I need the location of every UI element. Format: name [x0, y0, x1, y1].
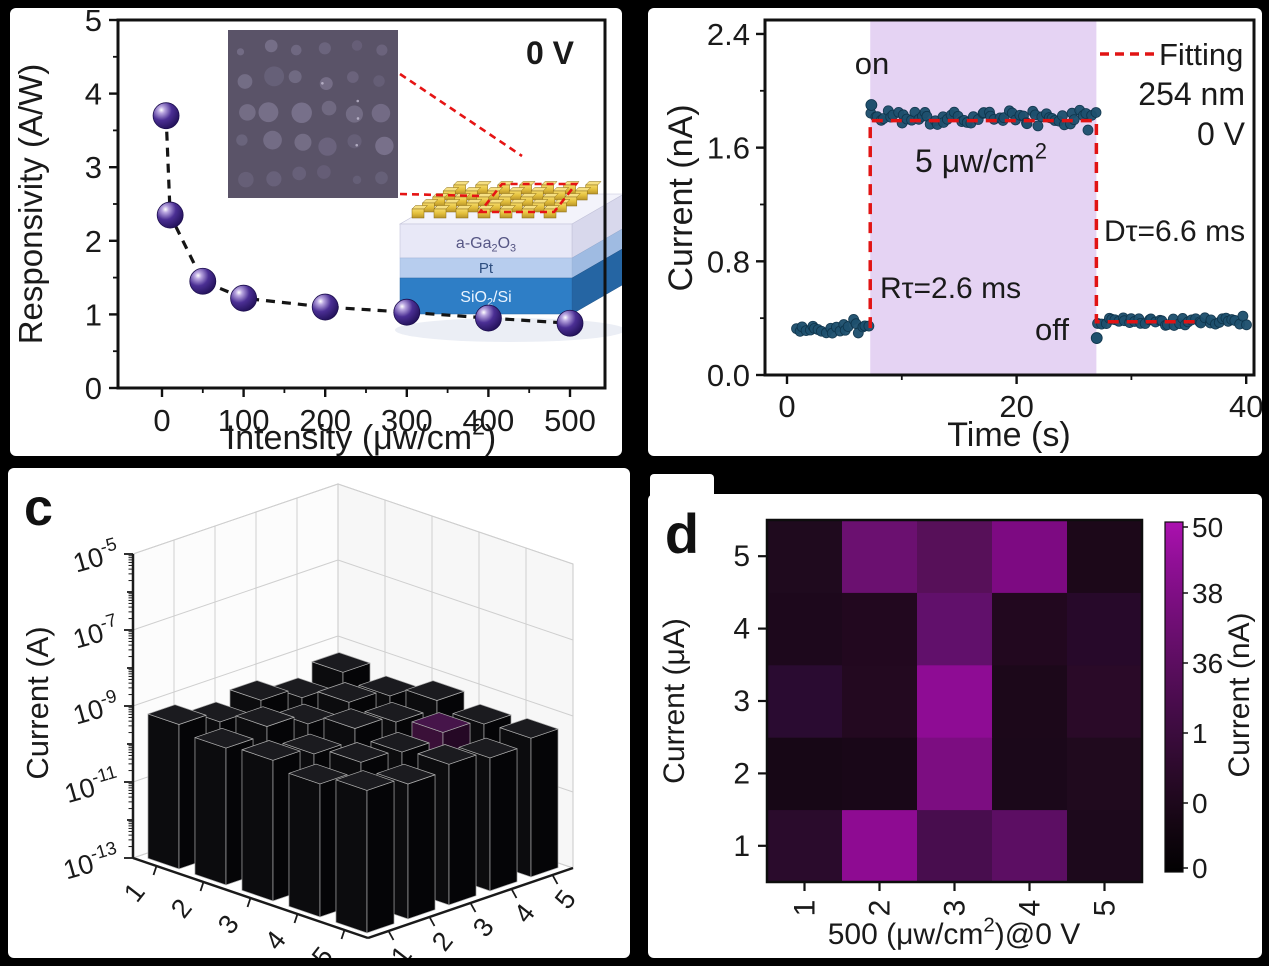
x-tick-d: 5 — [1088, 900, 1121, 917]
x-tick-d: 2 — [863, 900, 896, 917]
panel-d-label: d — [664, 501, 700, 565]
x-axis-label-b: Time (s) — [947, 416, 1070, 454]
z-axis-label-c: Current (A) — [20, 626, 55, 779]
y-tick-a: 3 — [85, 150, 102, 185]
y-axis-label-d: Current (μA) — [658, 618, 691, 784]
axes-b: 0.0 0.8 1.6 2.4 0 20 40 — [707, 16, 1262, 423]
heatmap-chart: 1 2 3 4 5 1 2 3 4 5 500 (μw/cm2)@0 V Current (μA) 50… — [658, 512, 1256, 952]
responsivity-chart: a-Ga2O3 Pt SiO2/Si 0 1 2 3 4 5 0 100 200 300 400 500 In… — [12, 8, 622, 456]
colorbar-tick: 38 — [1192, 578, 1223, 609]
y-tick-c: 5 — [549, 884, 582, 914]
panel-a-responsivity: a-Ga2O3 Pt SiO2/Si 0 1 2 3 4 5 0 100 200 300 400 500 In… — [10, 8, 622, 456]
x-tick-d: 1 — [788, 900, 821, 917]
legend-label-fitting: Fitting — [1159, 37, 1243, 72]
colorbar-tick: 0 — [1192, 788, 1208, 819]
axes-d: 1 2 3 4 5 1 2 3 4 5 — [733, 540, 1121, 917]
on-annotation: on — [855, 46, 889, 81]
bias-annotation-b: 0 V — [1197, 116, 1246, 152]
x-tick-a: 300 — [381, 403, 433, 438]
rise-time-annotation: Rτ=2.6 ms — [880, 272, 1021, 305]
inset-connector-lines — [399, 72, 579, 214]
fitting-line — [868, 118, 1201, 329]
panel-c-label: c — [24, 479, 53, 537]
y-tick-d: 2 — [733, 757, 750, 790]
y-axis-label-b: Current (nA) — [662, 104, 700, 291]
panel-d-heatmap: d 1 2 3 4 5 1 2 3 4 5 500 (μw/cm2)@0 V Current (μA)… — [648, 474, 1262, 958]
x-tick-a: 100 — [218, 403, 270, 438]
x-tick-c: 5 — [306, 941, 339, 958]
x-tick-a: 400 — [463, 403, 515, 438]
x-tick-b: 0 — [778, 389, 795, 424]
z-tick-c: 10-9 — [69, 685, 123, 731]
y-tick-a: 2 — [85, 223, 102, 258]
x-tick-c: 2 — [165, 893, 198, 923]
colorbar-tick: 50 — [1192, 512, 1223, 543]
y-tick-d: 4 — [733, 612, 750, 645]
layer-label-ga2o3: a-Ga2O3 — [456, 235, 516, 255]
axes-a: 0 1 2 3 4 5 0 100 200 300 400 500 — [85, 8, 607, 438]
panel-c-bar3d: 10-5 10-7 10-9 10-11 10-13 Current (A) 1 2 3 4 5 1 2… — [8, 468, 630, 958]
layer-label-sio2si: SiO2/Si — [460, 289, 511, 309]
x-tick-c: 1 — [118, 877, 151, 907]
z-axis: 10-5 10-7 10-9 10-11 10-13 — [59, 533, 135, 886]
micrograph-inset — [228, 30, 398, 198]
power-annotation: 5 μw/cm2 — [915, 139, 1047, 179]
x-tick-a: 200 — [299, 403, 351, 438]
y-tick-b: 0.0 — [707, 358, 750, 393]
colorbar-tick: 36 — [1192, 648, 1223, 679]
y-tick-c: 3 — [467, 912, 500, 942]
y-tick-a: 1 — [85, 297, 102, 332]
colorbar-tick: 0 — [1192, 853, 1208, 884]
y-tick-d: 1 — [733, 829, 750, 862]
y-tick-c: 1 — [385, 940, 418, 958]
y-tick-a: 4 — [85, 76, 102, 111]
layer-label-pt: Pt — [479, 260, 494, 277]
x-tick-d: 4 — [1013, 900, 1046, 917]
y-tick-b: 1.6 — [707, 130, 750, 165]
panel-d-label-chip: d — [650, 474, 714, 565]
x-tick-c: 4 — [259, 925, 292, 955]
responsivity-points — [152, 102, 584, 337]
bar3d-bars — [147, 652, 559, 934]
panel-b-photoresponse: 0.0 0.8 1.6 2.4 0 20 40 Time (s) Current (nA) Fit… — [648, 8, 1262, 456]
z-tick-c: 10-13 — [59, 837, 123, 886]
x-axis-label-a: Intensity (μw/cm2) — [226, 414, 497, 456]
z-tick-c: 10-7 — [69, 609, 123, 655]
bias-annotation-a: 0 V — [526, 35, 575, 71]
off-annotation: off — [1035, 312, 1069, 347]
heatmap-cells — [767, 520, 1143, 883]
y-axis-label-a: Responsivity (A/W) — [12, 64, 49, 345]
y-tick-b: 0.8 — [707, 244, 750, 279]
x-tick-a: 0 — [153, 403, 170, 438]
current-trace-points — [791, 99, 1252, 344]
x-tick-a: 500 — [544, 403, 596, 438]
colorbar-tick: 1 — [1192, 718, 1208, 749]
y-tick-a: 5 — [85, 8, 102, 38]
photoresponse-chart: 0.0 0.8 1.6 2.4 0 20 40 Time (s) Current (nA) Fit… — [662, 16, 1262, 454]
y-tick-a: 0 — [85, 371, 102, 406]
y-tick-c: 4 — [508, 898, 541, 928]
light-on-shade — [870, 20, 1097, 375]
x-tick-c: 3 — [212, 909, 245, 939]
x-tick-d: 3 — [938, 900, 971, 917]
y-tick-d: 5 — [733, 540, 750, 573]
y-tick-b: 2.4 — [707, 16, 750, 51]
colorbar — [1164, 521, 1184, 873]
x-tick-b: 20 — [999, 389, 1033, 424]
responsivity-trend-line — [164, 115, 571, 325]
y-tick-d: 3 — [733, 685, 750, 718]
y-tick-c: 2 — [426, 926, 459, 956]
colorbar-label: Current (nA) — [1223, 612, 1256, 777]
z-tick-c: 10-11 — [60, 761, 123, 809]
x-axis-label-d: 500 (μw/cm2)@0 V — [828, 914, 1080, 951]
wavelength-annotation: 254 nm — [1138, 76, 1245, 112]
z-tick-c: 10-5 — [69, 533, 123, 579]
x-tick-b: 40 — [1229, 389, 1262, 424]
decay-time-annotation: Dτ=6.6 ms — [1104, 215, 1245, 248]
